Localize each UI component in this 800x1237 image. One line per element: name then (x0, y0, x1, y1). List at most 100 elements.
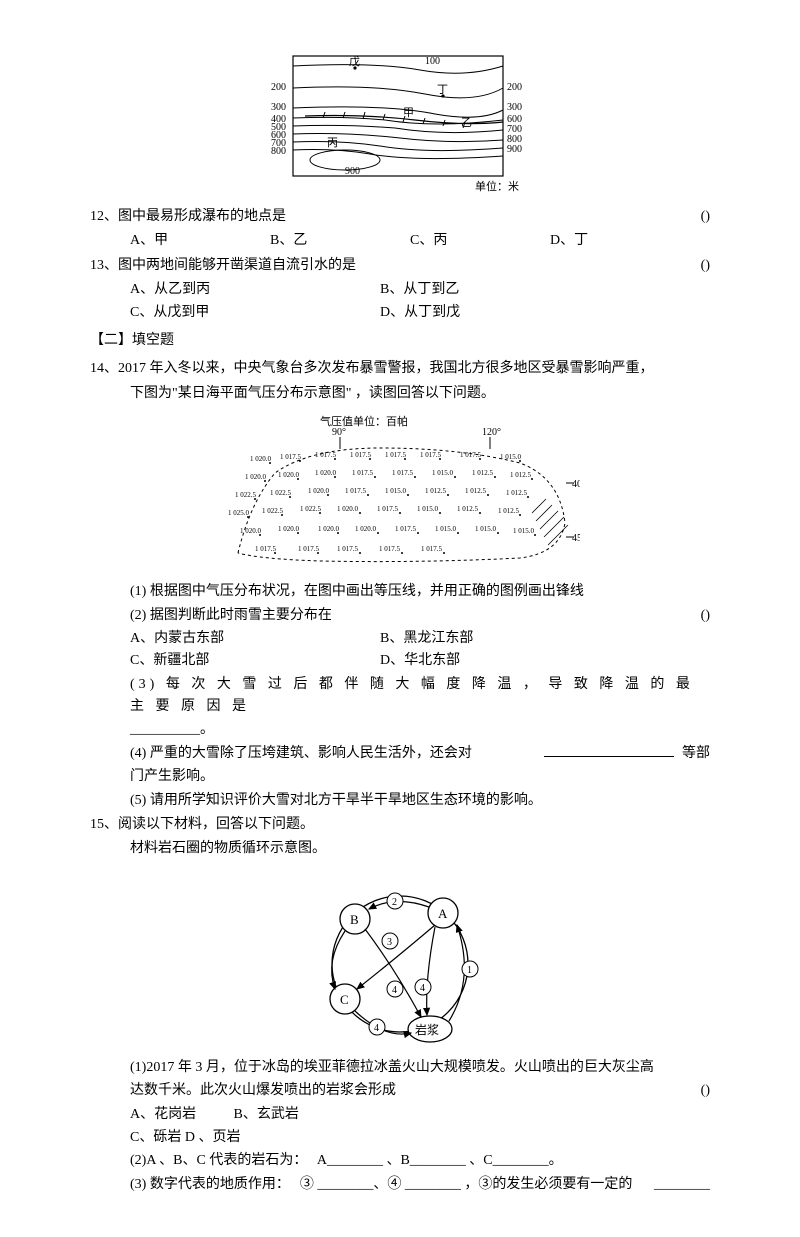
q14-s3: (3) 每 次 大 雪 过 后 都 伴 随 大 幅 度 降 温 ， 导 致 降 … (90, 674, 710, 719)
svg-text:1 020.0: 1 020.0 (308, 487, 330, 495)
svg-text:4: 4 (392, 985, 397, 996)
svg-text:1 015.0: 1 015.0 (500, 453, 522, 461)
q12: 12、 图中最易形成瀑布的地点是 () (90, 206, 710, 228)
q13-opt-d: D、从丁到戊 (380, 302, 630, 324)
q15: 15、 阅读以下材料，回答以下问题。 (90, 814, 710, 836)
svg-text:1 017.5: 1 017.5 (385, 451, 407, 459)
svg-text:1 020.0: 1 020.0 (337, 505, 359, 513)
q13-num: 13、 (90, 255, 118, 277)
fig2-pressure-map: 气压值单位：百帕 90° 120° 40° 45° 1 020.0 1 017.… (220, 413, 580, 573)
svg-text:B: B (350, 912, 359, 927)
q13-text: 图中两地间能够开凿渠道自流引水的是 (118, 255, 690, 277)
q12-opt-d: D、丁 (550, 230, 690, 252)
svg-text:1 017.5: 1 017.5 (345, 487, 367, 495)
svg-text:1 015.0: 1 015.0 (435, 525, 457, 533)
q12-num: 12、 (90, 206, 118, 228)
q14-s1: (1) 根据图中气压分布状况，在图中画出等压线，并用正确的图例画出锋线 (90, 581, 710, 603)
q13: 13、 图中两地间能够开凿渠道自流引水的是 () (90, 255, 710, 277)
svg-text:1: 1 (467, 965, 472, 976)
svg-text:1 022.5: 1 022.5 (235, 491, 257, 499)
q12-opt-a: A、甲 (130, 230, 270, 252)
q15-s3: (3) 数字代表的地质作用： ③ ________、④ ________ ，③的… (90, 1174, 710, 1196)
q14-s3-blank: __________。 (90, 719, 710, 741)
svg-text:戊: 戊 (349, 55, 360, 68)
svg-text:甲: 甲 (403, 107, 414, 119)
svg-text:800: 800 (271, 146, 286, 157)
q13-paren: () (690, 255, 710, 277)
svg-text:90°: 90° (332, 427, 346, 438)
q14-s2-opt-b: B、黑龙江东部 (380, 628, 630, 650)
svg-text:1 017.5: 1 017.5 (352, 469, 374, 477)
q14-s2-opt-a: A、内蒙古东部 (130, 628, 380, 650)
q12-text: 图中最易形成瀑布的地点是 (118, 206, 690, 228)
svg-text:1 017.5: 1 017.5 (350, 451, 372, 459)
q14-s4: (4) 严重的大雪除了压垮建筑、影响人民生活外，还会对 等部 (90, 743, 710, 765)
svg-text:900: 900 (507, 144, 522, 155)
svg-text:气压值单位：百帕: 气压值单位：百帕 (320, 414, 408, 428)
svg-text:乙: 乙 (461, 116, 472, 129)
svg-text:1 020.0: 1 020.0 (250, 455, 272, 463)
svg-text:1 020.0: 1 020.0 (278, 471, 300, 479)
q14-s2-opt-d: D、华北东部 (380, 650, 630, 672)
q13-opt-c: C、从戊到甲 (130, 302, 380, 324)
svg-text:1 015.0: 1 015.0 (432, 469, 454, 477)
svg-text:40°: 40° (572, 479, 580, 490)
svg-text:1 012.5: 1 012.5 (498, 507, 520, 515)
svg-text:1 017.5: 1 017.5 (460, 451, 482, 459)
svg-text:1 020.0: 1 020.0 (318, 525, 340, 533)
q14-s5: (5) 请用所学知识评价大雪对北方干旱半干旱地区生态环境的影响。 (90, 790, 710, 812)
svg-text:200: 200 (271, 82, 286, 93)
svg-text:4: 4 (420, 983, 425, 994)
svg-text:C: C (340, 992, 349, 1007)
q15-s2: (2)A 、B、C 代表的岩石为： A________ 、B________ 、… (90, 1150, 710, 1172)
svg-text:1 012.5: 1 012.5 (506, 489, 528, 497)
fig3-rock-cycle: A B C 岩浆 2 3 1 4 4 4 (295, 869, 505, 1049)
svg-text:1 017.5: 1 017.5 (298, 545, 320, 553)
q15-l2: 材料岩石圈的物质循环示意图。 (90, 838, 710, 860)
q14: 14、 2017 年入冬以来，中央气象台多次发布暴雪警报，我国北方很多地区受暴雪… (90, 358, 710, 380)
svg-text:900: 900 (345, 166, 360, 177)
svg-text:45°: 45° (572, 533, 580, 544)
q13-opt-a: A、从乙到丙 (130, 279, 380, 301)
svg-text:1 017.5: 1 017.5 (379, 545, 401, 553)
svg-text:3: 3 (387, 937, 392, 948)
svg-text:4: 4 (374, 1023, 379, 1034)
svg-text:1 012.5: 1 012.5 (510, 471, 532, 479)
svg-text:丁: 丁 (437, 84, 448, 96)
q15-l1: 阅读以下材料，回答以下问题。 (118, 814, 710, 836)
svg-text:1 020.0: 1 020.0 (245, 473, 267, 481)
svg-text:1 012.5: 1 012.5 (457, 505, 479, 513)
svg-text:1 020.0: 1 020.0 (240, 527, 262, 535)
svg-text:1 015.0: 1 015.0 (417, 505, 439, 513)
svg-text:丙: 丙 (327, 137, 338, 149)
svg-text:300: 300 (507, 102, 522, 113)
svg-text:1 022.5: 1 022.5 (262, 507, 284, 515)
q14-s2-opt-c: C、新疆北部 (130, 650, 380, 672)
svg-text:1 015.0: 1 015.0 (475, 525, 497, 533)
q14-s4c: 门产生影响。 (90, 766, 710, 788)
q14-l1: 2017 年入冬以来，中央气象台多次发布暴雪警报，我国北方很多地区受暴雪影响严重… (118, 358, 710, 380)
svg-text:1 020.0: 1 020.0 (315, 469, 337, 477)
q14-s2-options: A、内蒙古东部 B、黑龙江东部 C、新疆北部 D、华北东部 (90, 628, 710, 673)
svg-text:1 012.5: 1 012.5 (465, 487, 487, 495)
svg-text:1 017.5: 1 017.5 (280, 453, 302, 461)
q12-opt-c: C、丙 (410, 230, 550, 252)
svg-text:1 022.5: 1 022.5 (270, 489, 292, 497)
q15-s1-opts-cd: C、砾岩 D 、页岩 (90, 1127, 710, 1149)
svg-text:岩浆: 岩浆 (415, 1022, 439, 1037)
svg-text:120°: 120° (482, 427, 501, 438)
svg-text:1 017.5: 1 017.5 (395, 525, 417, 533)
svg-text:A: A (438, 906, 448, 921)
svg-text:1 012.5: 1 012.5 (472, 469, 494, 477)
svg-text:100: 100 (425, 56, 440, 67)
q13-opt-b: B、从丁到乙 (380, 279, 630, 301)
svg-text:1 017.5: 1 017.5 (420, 451, 442, 459)
fig1-contour-map: 戊 丁 甲 乙 丙 200 300 400 500 600 700 800 10… (265, 48, 535, 198)
svg-text:1 012.5: 1 012.5 (425, 487, 447, 495)
q14-s2: (2) 据图判断此时雨雪主要分布在 () (90, 605, 710, 627)
section-2-heading: 【二】填空题 (90, 330, 710, 352)
q15-s1-opts-ab: A、花岗岩 B、玄武岩 (90, 1104, 710, 1126)
svg-text:1 022.5: 1 022.5 (300, 505, 322, 513)
svg-text:300: 300 (271, 102, 286, 113)
q14-s2-text: (2) 据图判断此时雨雪主要分布在 (130, 605, 690, 627)
